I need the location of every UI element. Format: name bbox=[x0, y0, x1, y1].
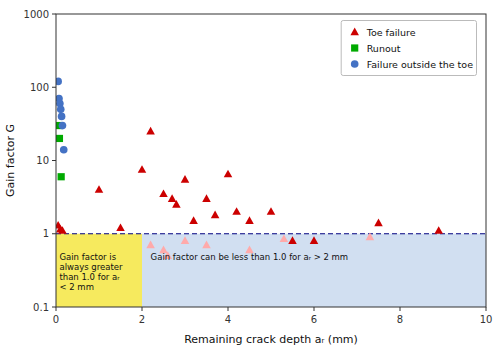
tick bbox=[486, 307, 487, 311]
tick bbox=[314, 307, 315, 311]
tick bbox=[52, 233, 56, 234]
point bbox=[232, 207, 241, 215]
point bbox=[56, 78, 62, 86]
axis-label: Gain factor G bbox=[4, 124, 17, 197]
legend-marker bbox=[351, 44, 358, 51]
axis-label: Remaining crack depth aᵣ (mm) bbox=[184, 333, 358, 346]
series bbox=[56, 78, 68, 154]
point bbox=[57, 105, 65, 113]
point bbox=[146, 241, 155, 249]
point bbox=[189, 216, 198, 224]
legend-label: Failure outside the toe bbox=[367, 59, 473, 70]
reference-line bbox=[56, 233, 486, 234]
tick-label: 4 bbox=[225, 314, 231, 325]
shaded-region bbox=[56, 234, 142, 307]
tick-label: 6 bbox=[311, 314, 317, 325]
tick bbox=[56, 307, 57, 311]
point bbox=[267, 207, 276, 215]
plot-background bbox=[56, 14, 486, 307]
point bbox=[60, 146, 68, 154]
point bbox=[159, 189, 168, 197]
point bbox=[288, 236, 297, 244]
point bbox=[58, 173, 65, 180]
point bbox=[181, 175, 190, 183]
point bbox=[224, 170, 233, 178]
shaded-region bbox=[142, 234, 486, 307]
point bbox=[138, 165, 147, 173]
point bbox=[56, 135, 63, 142]
plot-area bbox=[56, 78, 486, 307]
legend-label: Toe failure bbox=[366, 27, 416, 38]
tick-label: 10 bbox=[480, 314, 493, 325]
plot-frame bbox=[56, 14, 486, 307]
tick-label: 1 bbox=[43, 228, 49, 239]
point bbox=[146, 127, 155, 135]
tick-label: 10 bbox=[36, 155, 49, 166]
annotation: Gain factor can be less than 1.0 for aᵣ … bbox=[151, 252, 349, 262]
series bbox=[56, 127, 443, 244]
point bbox=[434, 226, 443, 234]
point bbox=[168, 194, 177, 202]
tick bbox=[52, 14, 56, 15]
point bbox=[58, 113, 66, 121]
point bbox=[172, 200, 181, 208]
tick bbox=[52, 87, 56, 88]
tick bbox=[228, 307, 229, 311]
point bbox=[116, 223, 125, 231]
chart: Gain factor isalways greaterthan 1.0 for… bbox=[0, 0, 500, 353]
point bbox=[211, 211, 220, 219]
tick-label: 1000 bbox=[24, 9, 49, 20]
tick bbox=[400, 307, 401, 311]
tick bbox=[52, 160, 56, 161]
legend: Toe failure Runout Failure outside the toe bbox=[341, 21, 476, 76]
point bbox=[95, 185, 104, 193]
point bbox=[366, 233, 375, 241]
tick bbox=[142, 307, 143, 311]
point bbox=[245, 216, 254, 224]
point bbox=[202, 194, 211, 202]
annotation: Gain factor isalways greaterthan 1.0 for… bbox=[59, 252, 123, 292]
legend-label: Runout bbox=[367, 43, 401, 54]
legend-marker bbox=[350, 28, 359, 36]
tick bbox=[52, 307, 56, 308]
tick-label: 8 bbox=[397, 314, 403, 325]
tick-label: 100 bbox=[30, 82, 49, 93]
tick-label: 0.1 bbox=[33, 302, 49, 313]
legend-marker bbox=[351, 60, 359, 68]
legend-box bbox=[341, 21, 476, 76]
point bbox=[181, 236, 190, 244]
tick-label: 2 bbox=[139, 314, 145, 325]
point bbox=[202, 241, 211, 249]
tick-label: 0 bbox=[53, 314, 59, 325]
point bbox=[58, 226, 67, 234]
point bbox=[310, 236, 319, 244]
point bbox=[374, 219, 383, 227]
point bbox=[59, 122, 67, 130]
point bbox=[280, 234, 289, 242]
